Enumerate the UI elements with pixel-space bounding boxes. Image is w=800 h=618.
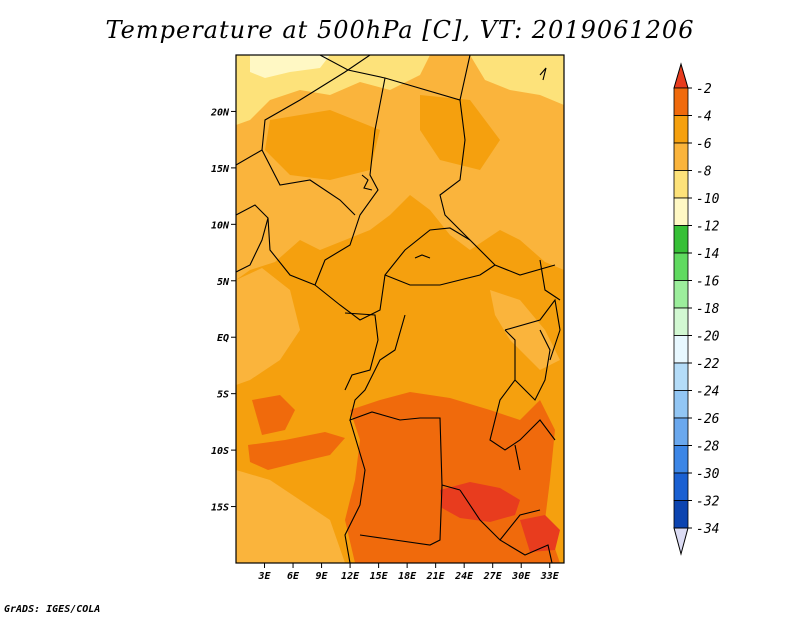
shade-cool-west bbox=[236, 268, 300, 385]
shade-cool-north bbox=[236, 55, 564, 280]
colorbar-label: -6 bbox=[696, 137, 712, 152]
lon-tick-label: 18E bbox=[398, 571, 417, 582]
colorbar-swatch bbox=[673, 390, 689, 419]
colorbar-swatch bbox=[673, 170, 689, 199]
colorbar-swatch bbox=[673, 252, 689, 281]
shade-hottest bbox=[440, 482, 520, 522]
shade-cold-ne bbox=[470, 55, 564, 105]
colorbar-top-arrow bbox=[673, 62, 689, 89]
lon-tick-label: 24E bbox=[454, 571, 474, 582]
colorbar-swatch bbox=[673, 445, 689, 474]
lon-tick-label: 12E bbox=[341, 571, 360, 582]
colorbar-label: -28 bbox=[696, 440, 720, 455]
shade-warm-south bbox=[345, 392, 560, 563]
shade-cool-east bbox=[490, 290, 560, 370]
lon-tick-label: 27E bbox=[483, 571, 503, 582]
map-frame bbox=[235, 54, 565, 564]
shade-warm-west1 bbox=[252, 395, 295, 435]
shade-warm-west2 bbox=[248, 432, 345, 470]
colorbar-label: -12 bbox=[696, 220, 720, 235]
colorbar-label: -4 bbox=[696, 110, 712, 125]
colorbar-swatch bbox=[673, 280, 689, 309]
lon-tick-label: 15E bbox=[370, 571, 389, 582]
colorbar-swatch bbox=[673, 335, 689, 364]
map-title: Temperature at 500hPa [C], VT: 201906120… bbox=[105, 16, 695, 44]
lon-tick-label: 3E bbox=[257, 571, 271, 582]
longitude-axis: 3E 6E 9E 12E 15E 18E 21E 24E 27E 30E 33E bbox=[257, 563, 560, 582]
colorbar-label: -34 bbox=[696, 522, 719, 537]
lon-tick-label: 33E bbox=[540, 571, 560, 582]
lat-tick-label: 20N bbox=[210, 107, 230, 118]
lon-tick-label: 30E bbox=[511, 571, 531, 582]
shade-cool-sw bbox=[236, 470, 345, 563]
colorbar-label: -18 bbox=[696, 302, 720, 317]
lat-tick-label: 15S bbox=[211, 503, 229, 514]
lat-tick-label: 5S bbox=[217, 390, 229, 401]
colorbar-label: -2 bbox=[696, 82, 712, 97]
colorbar-label: -22 bbox=[696, 357, 720, 372]
lat-tick-label: 5N bbox=[217, 277, 230, 288]
temperature-field bbox=[236, 55, 564, 563]
shade-colder-top bbox=[250, 55, 330, 78]
lon-tick-label: 9E bbox=[316, 571, 329, 582]
lat-tick-label: 10N bbox=[211, 220, 230, 231]
lon-tick-label: 6E bbox=[287, 571, 300, 582]
colorbar-swatch bbox=[673, 307, 689, 336]
colorbar-label: -26 bbox=[696, 412, 720, 427]
latitude-axis: 20N 15N 10N 5N EQ 5S 10S 15S bbox=[210, 107, 236, 514]
colorbar-swatch bbox=[673, 142, 689, 171]
colorbar-swatch bbox=[673, 115, 689, 144]
colorbar-swatch bbox=[673, 197, 689, 226]
shade-warm-north bbox=[265, 110, 380, 180]
colorbar-swatch bbox=[673, 362, 689, 391]
colorbar-bottom-arrow bbox=[673, 527, 689, 556]
colorbar-label: -30 bbox=[696, 467, 720, 482]
colorbar-swatch bbox=[673, 87, 689, 116]
lat-tick-label: 10S bbox=[211, 446, 229, 457]
colorbar-swatch bbox=[673, 472, 689, 501]
country-borders bbox=[236, 55, 561, 563]
colorbar-swatch bbox=[673, 500, 689, 529]
colorbar-label: -24 bbox=[696, 385, 719, 400]
lon-tick-label: 21E bbox=[426, 571, 446, 582]
colorbar-swatch bbox=[673, 225, 689, 254]
colorbar-label: -16 bbox=[696, 275, 720, 290]
colorbar-label: -14 bbox=[696, 247, 719, 262]
colorbar-label: -20 bbox=[696, 330, 720, 345]
colorbar-label: -8 bbox=[696, 165, 712, 180]
shade-warm-north2 bbox=[420, 95, 500, 170]
colorbar-label: -10 bbox=[696, 192, 720, 207]
shade-hot-se bbox=[520, 515, 560, 552]
lat-tick-label: 15N bbox=[211, 164, 230, 175]
colorbar-label: -32 bbox=[696, 495, 720, 510]
colorbar-swatch bbox=[673, 417, 689, 446]
colorbar: -2 -4 -6 -8 -10 -12 -14 -16 -18 -20 -22 -24 -26 -28 -3… bbox=[673, 62, 720, 556]
lat-tick-label: EQ bbox=[217, 333, 229, 344]
grads-credit: GrADS: IGES/COLA bbox=[4, 604, 101, 615]
